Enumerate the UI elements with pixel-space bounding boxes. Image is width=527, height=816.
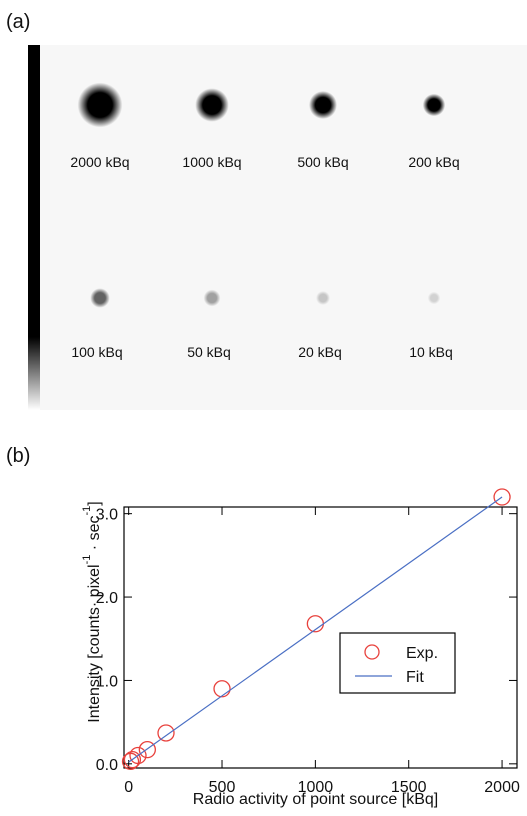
spot <box>316 291 330 305</box>
legend-box <box>340 633 455 693</box>
spot <box>204 290 221 307</box>
legend-label: Fit <box>406 669 424 686</box>
data-point <box>214 681 230 697</box>
fit-line <box>129 497 502 762</box>
spot <box>195 88 229 122</box>
y-axis-label: Intensity [counts· pixel-1 · sec-1] <box>81 501 103 722</box>
y-label-part: ] <box>86 501 103 505</box>
superscript: -1 <box>81 506 93 516</box>
figure: (a) (b) 2000 kBq 1000 kBq 500 kBq 200 kBq 10… <box>0 0 527 811</box>
legend-label: Exp. <box>406 645 438 662</box>
spot-label: 20 kBq <box>298 344 342 360</box>
x-tick-label: 0 <box>124 779 133 796</box>
panel-label: (a) <box>6 11 30 33</box>
data-point <box>158 725 174 741</box>
spot-label: 50 kBq <box>187 344 231 360</box>
spot-label: 100 kBq <box>71 344 122 360</box>
scale-bar <box>28 45 40 410</box>
plot-frame <box>124 507 517 768</box>
spot-label: 500 kBq <box>297 154 348 170</box>
spot-label: 2000 kBq <box>70 154 129 170</box>
panel-label: (b) <box>6 445 30 467</box>
data-point <box>139 742 155 758</box>
spot-label: 10 kBq <box>409 344 453 360</box>
spot-label: 200 kBq <box>408 154 459 170</box>
spot <box>78 83 123 128</box>
superscript: -1 <box>81 555 93 565</box>
spot <box>428 292 441 305</box>
spot <box>423 94 445 116</box>
x-tick-label: 2000 <box>484 779 520 796</box>
y-label-part: · sec <box>86 516 103 555</box>
spot-label: 1000 kBq <box>182 154 241 170</box>
spot <box>309 91 337 119</box>
x-axis-label: Radio activity of point source [kBq] <box>193 791 438 808</box>
spot <box>90 288 110 308</box>
y-label-part: Intensity [counts· pixel <box>86 564 103 722</box>
y-tick-label: 0.0 <box>96 757 118 774</box>
